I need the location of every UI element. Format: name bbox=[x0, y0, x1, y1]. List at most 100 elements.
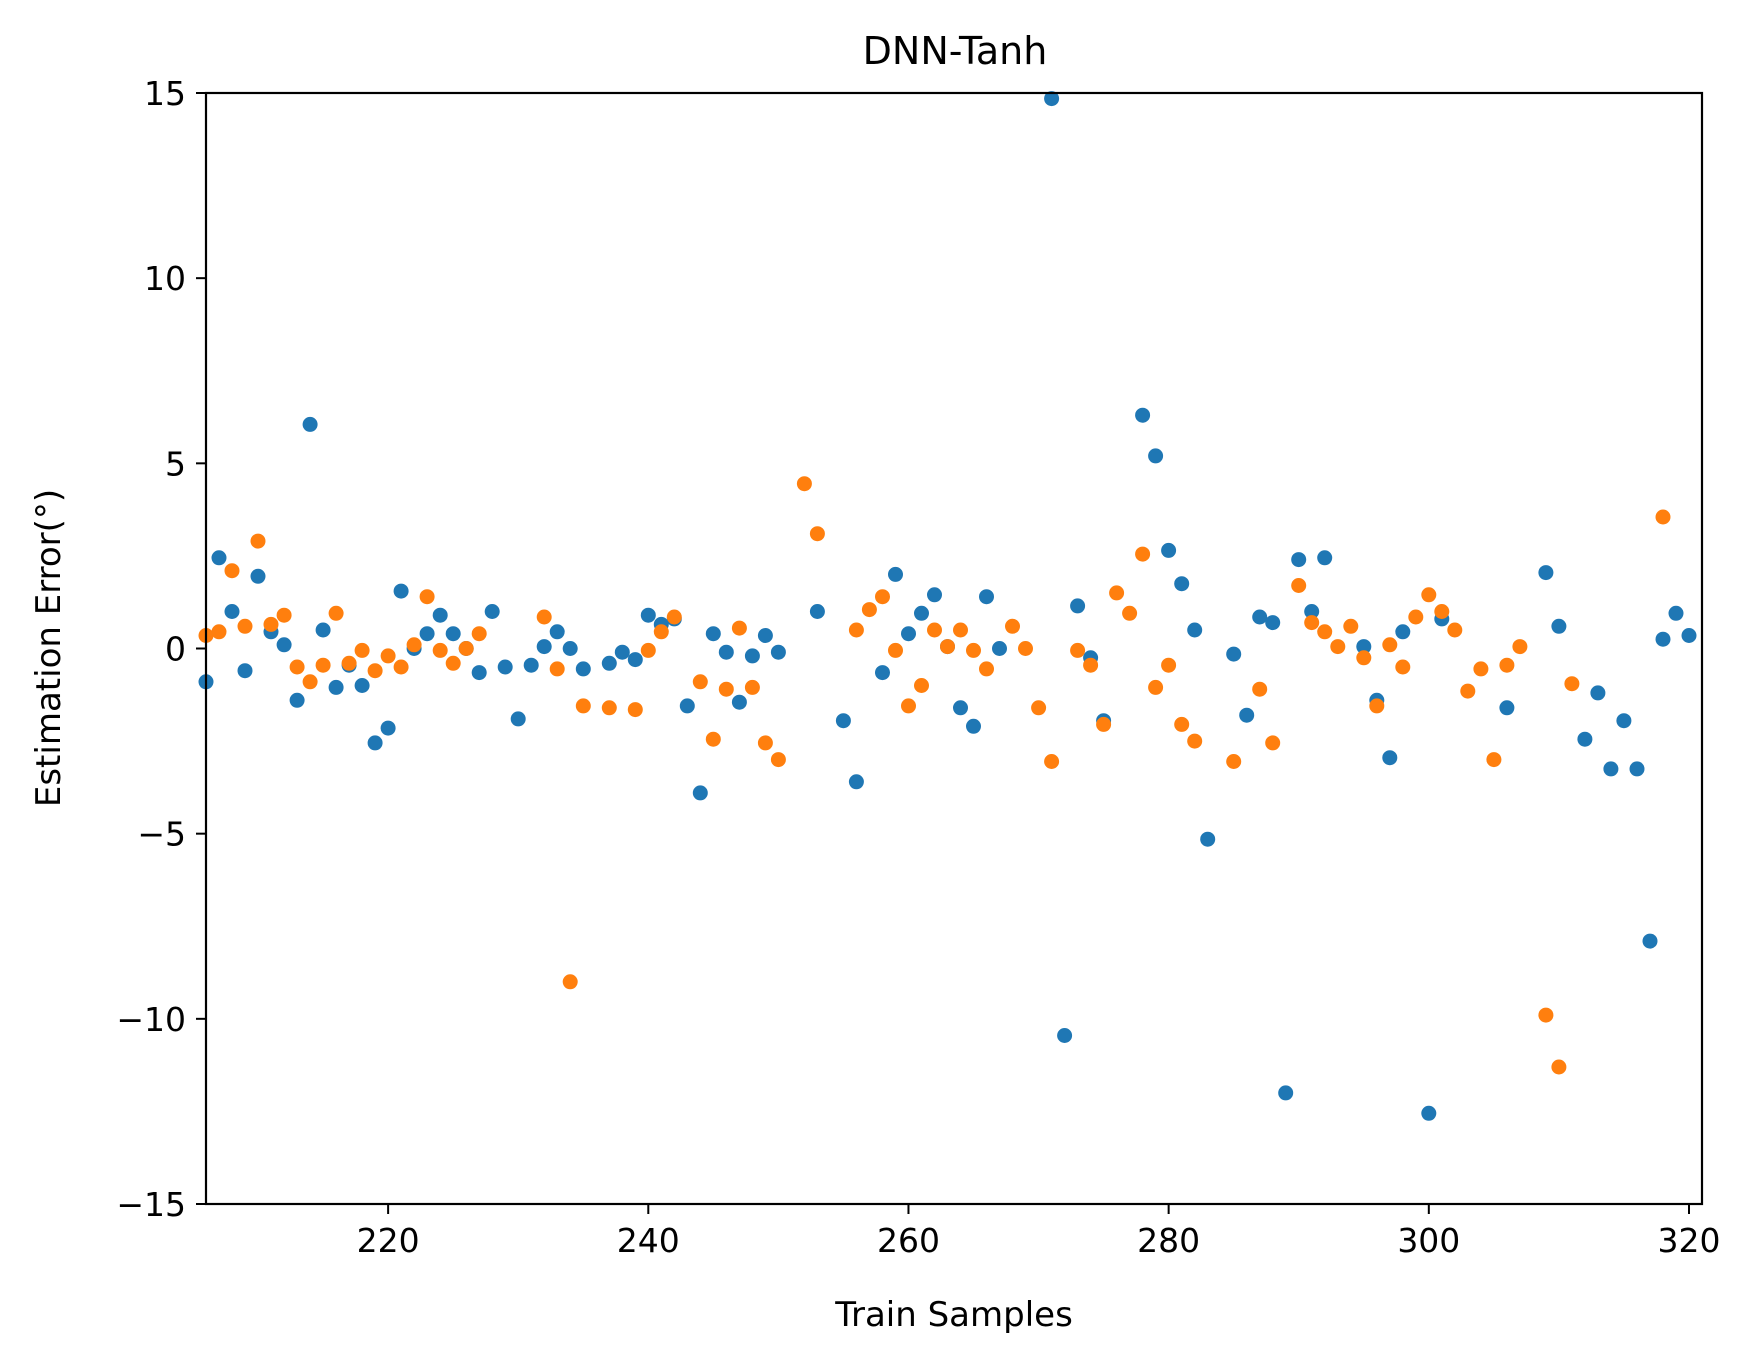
series-1-point-81 bbox=[1421, 1105, 1437, 1121]
y-tick-label: 10 bbox=[144, 259, 186, 298]
points-layer bbox=[198, 91, 1697, 1121]
y-tick-label: −5 bbox=[137, 815, 186, 854]
series-1-point-37 bbox=[679, 698, 695, 714]
series-1-point-29 bbox=[562, 641, 578, 656]
series-2-point-30 bbox=[653, 624, 669, 640]
series-2-point-22 bbox=[471, 626, 487, 642]
series-1-point-83 bbox=[1499, 700, 1515, 716]
series-2-point-4 bbox=[237, 618, 253, 634]
series-1-point-79 bbox=[1382, 750, 1398, 766]
series-2-point-42 bbox=[861, 602, 877, 618]
x-tick-label: 260 bbox=[877, 1221, 940, 1260]
series-2-point-53 bbox=[1018, 641, 1033, 656]
series-1-point-24 bbox=[497, 659, 513, 675]
series-1-point-4 bbox=[237, 663, 253, 679]
series-2-point-9 bbox=[302, 674, 318, 690]
x-tick-label: 300 bbox=[1397, 1221, 1460, 1260]
series-1-point-3 bbox=[224, 604, 240, 619]
series-2-point-38 bbox=[770, 752, 786, 768]
series-1-point-94 bbox=[1681, 628, 1697, 643]
series-2-point-35 bbox=[731, 620, 747, 636]
series-2-point-28 bbox=[627, 702, 643, 718]
series-2-point-20 bbox=[445, 655, 461, 671]
x-tick-label: 320 bbox=[1657, 1221, 1720, 1260]
series-2-point-25 bbox=[562, 974, 578, 990]
series-2-point-23 bbox=[536, 609, 552, 625]
series-2-point-79 bbox=[1421, 587, 1437, 603]
series-1-point-23 bbox=[484, 604, 500, 619]
series-1-point-59 bbox=[1057, 1028, 1073, 1043]
series-1-point-87 bbox=[1590, 685, 1606, 701]
series-2-point-48 bbox=[940, 639, 955, 655]
series-1-point-44 bbox=[770, 644, 786, 660]
series-1-point-76 bbox=[1317, 550, 1333, 566]
y-tick-label: 0 bbox=[165, 630, 186, 669]
series-1-point-30 bbox=[575, 661, 591, 677]
series-2-point-46 bbox=[914, 678, 929, 693]
series-2-point-8 bbox=[289, 659, 305, 675]
series-2-point-14 bbox=[367, 663, 383, 679]
series-1-point-54 bbox=[953, 700, 968, 716]
series-1-point-20 bbox=[445, 626, 461, 642]
series-2-point-65 bbox=[1187, 733, 1203, 749]
series-2-point-78 bbox=[1408, 609, 1424, 625]
series-1-point-40 bbox=[718, 644, 734, 660]
series-2-point-86 bbox=[1512, 639, 1528, 655]
series-1-point-48 bbox=[875, 665, 890, 681]
series-2-point-76 bbox=[1382, 637, 1398, 653]
series-2-point-64 bbox=[1174, 716, 1190, 732]
series-2-point-62 bbox=[1148, 679, 1164, 695]
series-1-point-65 bbox=[1161, 542, 1177, 558]
series-1-point-5 bbox=[250, 568, 266, 584]
series-2-point-67 bbox=[1252, 681, 1268, 697]
series-1-point-88 bbox=[1603, 761, 1619, 777]
series-1-point-26 bbox=[523, 657, 539, 673]
series-2-point-77 bbox=[1395, 659, 1411, 675]
series-2-point-61 bbox=[1135, 546, 1151, 562]
series-1-point-10 bbox=[315, 622, 331, 638]
series-2-point-88 bbox=[1551, 1059, 1567, 1075]
series-1-point-80 bbox=[1395, 624, 1411, 640]
series-1-point-14 bbox=[367, 735, 383, 751]
series-2-point-10 bbox=[315, 657, 331, 673]
series-1-point-89 bbox=[1616, 713, 1632, 729]
series-2-point-24 bbox=[549, 661, 565, 677]
series-2-point-84 bbox=[1486, 752, 1502, 768]
x-axis-label: Train Samples bbox=[834, 1295, 1073, 1335]
series-2-point-66 bbox=[1226, 754, 1242, 769]
series-2-point-54 bbox=[1031, 700, 1047, 716]
x-tick-label: 280 bbox=[1137, 1221, 1200, 1260]
ticks-layer: 220 240 260 280 300 320 −15 −10 −5 0 5 10 15 bbox=[116, 74, 1720, 1260]
series-1-point-63 bbox=[1135, 407, 1151, 423]
series-1-point-73 bbox=[1278, 1085, 1294, 1101]
series-2-point-60 bbox=[1122, 605, 1138, 621]
series-1-point-18 bbox=[419, 626, 435, 642]
series-1-point-85 bbox=[1551, 618, 1567, 634]
series-1-point-69 bbox=[1226, 646, 1242, 662]
series-2-point-70 bbox=[1304, 615, 1320, 631]
series-1-point-33 bbox=[627, 652, 643, 668]
series-2-point-18 bbox=[419, 589, 435, 605]
series-1-point-31 bbox=[601, 655, 617, 671]
series-1-point-93 bbox=[1668, 605, 1684, 621]
series-1-point-86 bbox=[1577, 731, 1593, 747]
series-1-point-58 bbox=[1044, 91, 1060, 107]
series-1-point-27 bbox=[536, 639, 552, 655]
series-1-point-64 bbox=[1148, 448, 1164, 464]
y-tick-label: 5 bbox=[165, 444, 186, 483]
series-1-point-74 bbox=[1291, 552, 1307, 568]
series-1-point-34 bbox=[640, 607, 656, 623]
series-1-point-84 bbox=[1538, 565, 1554, 581]
series-2-point-51 bbox=[979, 661, 994, 677]
series-1-point-19 bbox=[432, 607, 448, 623]
series-1-point-25 bbox=[510, 711, 526, 727]
series-1-point-28 bbox=[549, 624, 565, 640]
series-1-point-43 bbox=[757, 628, 773, 643]
series-1-point-7 bbox=[276, 637, 292, 653]
series-2-point-32 bbox=[692, 674, 708, 690]
y-tick-label: 15 bbox=[144, 74, 186, 113]
series-2-point-75 bbox=[1369, 698, 1385, 714]
series-1-point-77 bbox=[1356, 639, 1372, 655]
series-1-point-45 bbox=[809, 604, 825, 619]
series-2-point-11 bbox=[328, 605, 344, 621]
